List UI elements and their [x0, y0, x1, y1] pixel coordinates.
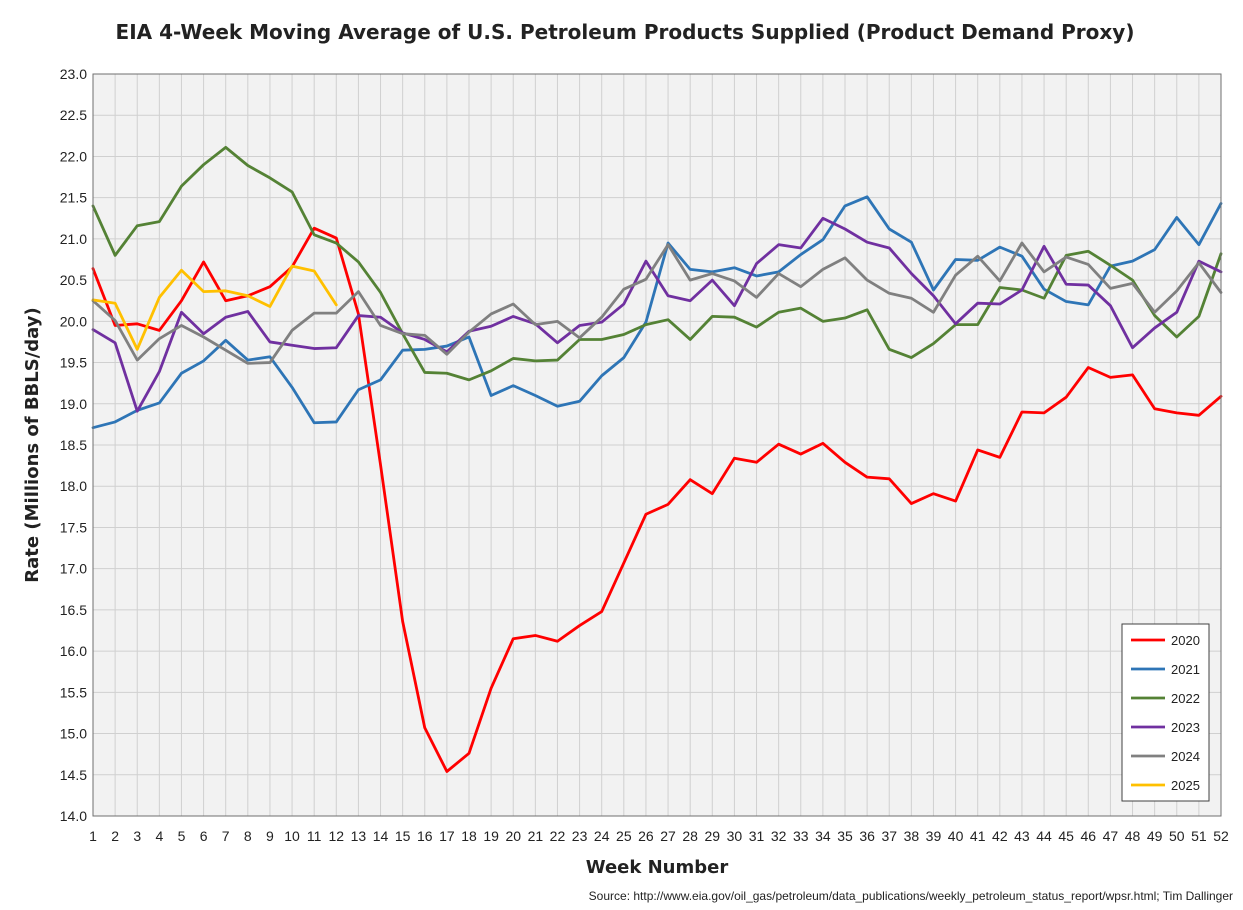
- x-tick-label: 29: [705, 828, 721, 844]
- legend-box: [1121, 623, 1210, 802]
- x-tick-label: 32: [771, 828, 787, 844]
- x-tick-label: 39: [926, 828, 942, 844]
- series-line-2024: [91, 241, 1223, 365]
- x-tick-label: 34: [815, 828, 831, 844]
- x-tick-label: 41: [970, 828, 986, 844]
- y-tick-label: 21.5: [60, 190, 87, 206]
- x-tick-label: 21: [528, 828, 544, 844]
- x-tick-label: 17: [439, 828, 455, 844]
- x-tick-label: 19: [483, 828, 499, 844]
- x-tick-label: 22: [550, 828, 566, 844]
- x-tick-label: 30: [727, 828, 743, 844]
- x-tick-label: 11: [307, 828, 322, 844]
- series-line-2025: [91, 264, 338, 351]
- x-tick-label: 24: [594, 828, 610, 844]
- x-tick-label: 35: [837, 828, 853, 844]
- series-lines: [91, 145, 1223, 773]
- y-tick-label: 19.0: [60, 396, 87, 412]
- x-tick-label: 4: [155, 828, 163, 844]
- x-tick-label: 18: [461, 828, 477, 844]
- x-tick-label: 49: [1147, 828, 1163, 844]
- x-tick-label: 31: [749, 828, 765, 844]
- y-tick-label: 15.0: [60, 726, 87, 742]
- x-tick-label: 38: [904, 828, 920, 844]
- legend-label-2020: 2020: [1171, 633, 1200, 648]
- legend-items: 2020 2021 2022 2023 2024 2025: [1131, 633, 1200, 793]
- x-tick-label: 13: [351, 828, 367, 844]
- x-tick-label: 23: [572, 828, 588, 844]
- x-tick-label: 51: [1191, 828, 1207, 844]
- y-tick-label: 23.0: [60, 66, 87, 82]
- series-line-2023: [91, 216, 1223, 413]
- x-axis-title: Week Number: [586, 857, 729, 878]
- x-tick-label: 10: [284, 828, 300, 844]
- x-tick-label: 25: [616, 828, 632, 844]
- x-tick-label: 20: [505, 828, 521, 844]
- legend-label-2022: 2022: [1171, 691, 1200, 706]
- y-tick-label: 22.0: [60, 148, 87, 164]
- x-tick-label: 42: [992, 828, 1008, 844]
- y-tick-label: 15.5: [60, 684, 87, 700]
- y-tick-label: 22.5: [60, 107, 87, 123]
- x-tick-label: 7: [222, 828, 230, 844]
- legend-label-2021: 2021: [1171, 662, 1200, 677]
- y-tick-label: 19.5: [60, 355, 87, 371]
- legend: 2020 2021 2022 2023 2024 2025: [1121, 623, 1210, 802]
- x-tick-label: 44: [1036, 828, 1052, 844]
- x-tick-label: 6: [200, 828, 208, 844]
- legend-label-2024: 2024: [1171, 749, 1200, 764]
- series-line-2020: [91, 226, 1223, 773]
- y-axis-title: Rate (Millions of BBLS/day): [22, 307, 43, 582]
- y-tick-label: 20.0: [60, 313, 87, 329]
- y-tick-label: 17.5: [60, 519, 87, 535]
- x-tick-label: 43: [1014, 828, 1030, 844]
- source-note: Source: http://www.eia.gov/oil_gas/petro…: [589, 889, 1233, 903]
- x-tick-label: 33: [793, 828, 809, 844]
- y-tick-label: 14.5: [60, 767, 87, 783]
- y-tick-label: 14.0: [60, 808, 87, 824]
- y-tick-label: 20.5: [60, 272, 87, 288]
- x-tick-label: 27: [660, 828, 676, 844]
- x-tick-label: 45: [1058, 828, 1074, 844]
- x-tick-label: 8: [244, 828, 252, 844]
- x-tick-label: 15: [395, 828, 411, 844]
- x-tick-label: 36: [859, 828, 875, 844]
- x-tick-label: 48: [1125, 828, 1141, 844]
- legend-label-2025: 2025: [1171, 778, 1200, 793]
- x-tick-label: 52: [1213, 828, 1229, 844]
- x-tick-label: 37: [881, 828, 897, 844]
- x-tick-label: 3: [133, 828, 141, 844]
- x-tick-label: 5: [178, 828, 186, 844]
- x-tick-label: 2: [111, 828, 119, 844]
- x-tick-label: 9: [266, 828, 274, 844]
- y-tick-label: 17.0: [60, 561, 87, 577]
- x-tick-label: 47: [1103, 828, 1119, 844]
- series-line-2022: [91, 145, 1223, 382]
- y-tick-label: 21.0: [60, 231, 87, 247]
- x-tick-label: 40: [948, 828, 964, 844]
- x-tick-label: 28: [682, 828, 698, 844]
- plot-border: [92, 73, 1222, 817]
- x-tick-label: 50: [1169, 828, 1185, 844]
- y-axis-ticks: 14.0 14.5 15.0 15.5 16.0 16.5 17.0 17.5 18.0 18.5…: [60, 66, 87, 824]
- x-tick-label: 26: [638, 828, 654, 844]
- legend-label-2023: 2023: [1171, 720, 1200, 735]
- x-tick-label: 14: [373, 828, 389, 844]
- y-tick-label: 16.0: [60, 643, 87, 659]
- y-tick-label: 18.5: [60, 437, 87, 453]
- y-tick-label: 16.5: [60, 602, 87, 618]
- chart-title: EIA 4-Week Moving Average of U.S. Petrol…: [116, 20, 1135, 44]
- series-line-2021: [91, 195, 1223, 430]
- x-tick-label: 46: [1081, 828, 1097, 844]
- y-tick-label: 18.0: [60, 478, 87, 494]
- x-tick-label: 16: [417, 828, 433, 844]
- x-tick-label: 12: [329, 828, 345, 844]
- x-tick-label: 1: [89, 828, 97, 844]
- x-axis-ticks: 1 2 3 4 5 6 7 8 9 10 11 12 13 14 15 16 17 18 19 20 21 22 23 24 2…: [89, 828, 1229, 844]
